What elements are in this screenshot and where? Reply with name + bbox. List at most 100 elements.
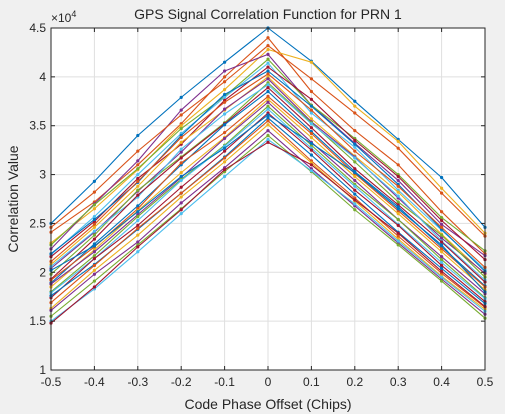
data-point [179, 156, 183, 160]
series-28 [49, 140, 487, 325]
data-point [136, 159, 140, 163]
data-point [179, 212, 183, 216]
y-exponent-label: ×104 [51, 9, 76, 25]
data-point [353, 198, 357, 202]
data-point [353, 184, 357, 188]
data-point [92, 229, 96, 233]
data-point [266, 36, 270, 40]
data-point [266, 47, 270, 52]
data-point [92, 179, 96, 184]
data-point [353, 138, 357, 142]
data-point [92, 225, 96, 229]
data-point [179, 147, 183, 151]
data-point [266, 89, 270, 94]
x-tick-label: 0 [265, 375, 272, 389]
y-exponent-power: 4 [71, 9, 76, 19]
data-point [136, 184, 140, 188]
data-point [440, 191, 444, 195]
data-point [440, 233, 444, 237]
data-point [266, 113, 270, 117]
data-point [223, 156, 227, 160]
y-tick-label: 1 [39, 363, 46, 377]
data-point [136, 179, 140, 184]
data-point [179, 140, 183, 144]
data-point [440, 210, 444, 214]
data-point [309, 97, 313, 101]
data-point [396, 184, 400, 188]
series-12 [49, 81, 487, 279]
data-point [136, 210, 140, 214]
data-point [266, 72, 270, 76]
data-point [266, 137, 270, 141]
data-point [266, 97, 270, 101]
data-point [266, 107, 270, 111]
data-point [396, 163, 400, 167]
data-point [92, 279, 96, 283]
tick-marks [50, 27, 486, 371]
data-point [136, 163, 140, 167]
data-point [223, 75, 227, 79]
data-point [136, 240, 140, 244]
data-point [92, 263, 96, 268]
x-tick-label: -0.2 [171, 375, 192, 389]
data-point [309, 122, 313, 126]
data-point [223, 107, 227, 111]
data-point [136, 193, 140, 197]
data-point [92, 190, 96, 194]
data-point [440, 255, 444, 259]
data-point [179, 171, 183, 175]
y-tick-label: 2.5 [29, 216, 46, 230]
data-point [440, 275, 444, 279]
data-point [353, 111, 357, 115]
data-point [223, 146, 227, 150]
data-point [179, 195, 183, 199]
data-point [136, 226, 140, 230]
data-point [266, 57, 270, 61]
data-point [266, 52, 270, 56]
data-point [92, 207, 96, 211]
x-axis-label: Code Phase Offset (Chips) [184, 396, 351, 412]
data-point [353, 192, 357, 196]
data-point [179, 108, 183, 112]
y-axis-label: Correlation Value [5, 145, 21, 252]
data-point [353, 178, 357, 183]
data-point [136, 250, 140, 254]
data-point [92, 217, 96, 222]
data-point [309, 153, 313, 157]
data-point [440, 222, 444, 227]
data-point [92, 214, 96, 219]
data-point [353, 202, 357, 206]
data-point [309, 108, 313, 112]
data-point [266, 104, 270, 108]
data-point [353, 167, 357, 171]
data-point [136, 133, 140, 138]
data-point [396, 200, 400, 204]
data-point [396, 217, 400, 222]
data-series [49, 26, 487, 325]
data-point [309, 60, 313, 64]
data-point [179, 161, 183, 165]
data-point [440, 260, 444, 265]
data-point [179, 150, 183, 154]
data-point [309, 89, 313, 94]
data-point [353, 156, 357, 160]
data-point [353, 160, 357, 164]
data-point [309, 104, 313, 108]
data-point [309, 117, 313, 121]
data-point [396, 174, 400, 179]
data-point [440, 269, 444, 273]
data-point [440, 175, 444, 180]
y-exponent-base: ×10 [51, 11, 72, 25]
data-point [440, 240, 444, 244]
data-point [396, 146, 400, 150]
data-point [92, 272, 96, 276]
data-point [266, 77, 270, 81]
data-point [440, 215, 444, 220]
data-point [223, 87, 227, 92]
data-point [136, 188, 140, 192]
data-point [396, 139, 400, 143]
data-point [396, 231, 400, 235]
x-tick-label: 0.5 [477, 375, 494, 389]
data-point [92, 222, 96, 227]
data-point [136, 233, 140, 237]
